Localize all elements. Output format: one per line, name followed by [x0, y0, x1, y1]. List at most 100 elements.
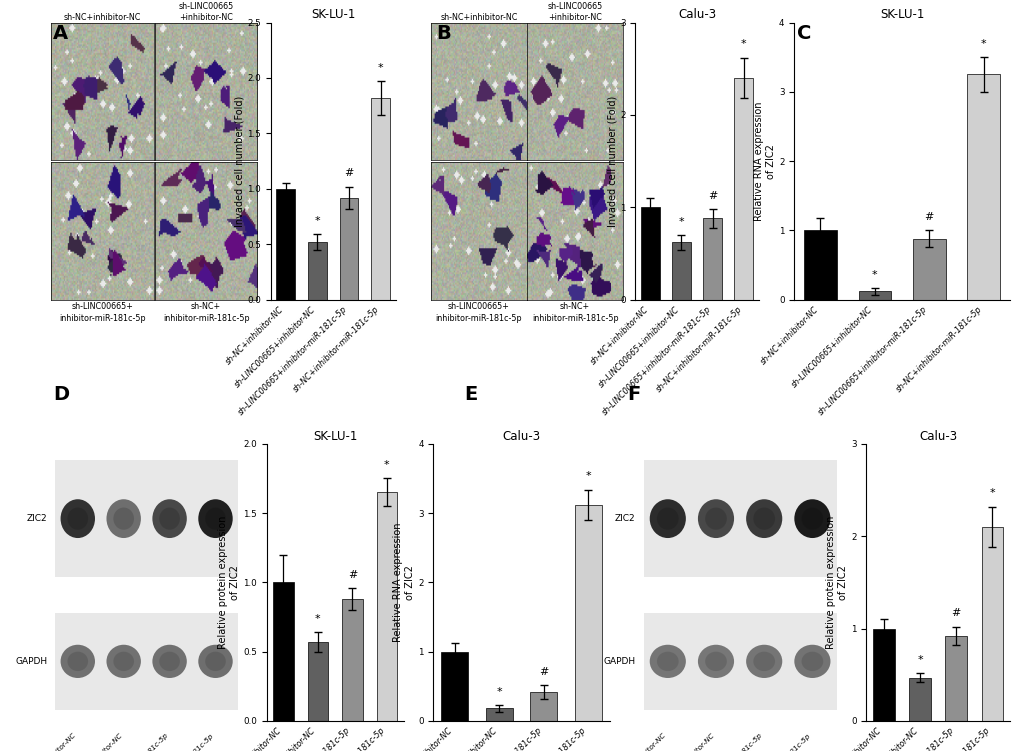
Ellipse shape: [152, 499, 186, 538]
Bar: [966, 74, 999, 300]
Ellipse shape: [649, 645, 685, 678]
Title: sh-LINC00665
+inhibitor-NC: sh-LINC00665 +inhibitor-NC: [547, 2, 602, 22]
Ellipse shape: [152, 645, 186, 678]
Title: sh-NC+inhibitor-NC: sh-NC+inhibitor-NC: [440, 13, 517, 22]
Title: SK-LU-1: SK-LU-1: [313, 430, 357, 442]
Ellipse shape: [106, 499, 141, 538]
Y-axis label: Invaded cell number (Fold): Invaded cell number (Fold): [606, 95, 616, 227]
Title: Calu-3: Calu-3: [502, 430, 540, 442]
Text: sh-NC+inhibitor-NC: sh-NC+inhibitor-NC: [613, 732, 667, 751]
Text: *: *: [678, 217, 684, 227]
Text: *: *: [377, 63, 383, 73]
Bar: [980, 527, 1003, 721]
Ellipse shape: [649, 499, 685, 538]
Text: #: #: [923, 212, 933, 222]
Text: *: *: [314, 216, 320, 226]
Ellipse shape: [801, 652, 822, 671]
Text: *: *: [496, 686, 501, 697]
Text: #: #: [951, 608, 960, 618]
Ellipse shape: [198, 499, 232, 538]
Ellipse shape: [67, 652, 88, 671]
Text: sh-NC+inhibitor-miR-181c-5p: sh-NC+inhibitor-miR-181c-5p: [136, 732, 215, 751]
Text: *: *: [740, 39, 746, 50]
Text: ZIC2: ZIC2: [614, 514, 635, 523]
Text: #: #: [344, 168, 354, 178]
Ellipse shape: [801, 508, 822, 529]
Text: sh-LINC00665+inhibitor-NC: sh-LINC00665+inhibitor-NC: [49, 732, 123, 751]
Bar: [575, 505, 601, 721]
Bar: [672, 243, 690, 300]
Text: sh-NC+inhibitor-miR-181c-5p: sh-NC+inhibitor-miR-181c-5p: [732, 732, 811, 751]
Ellipse shape: [794, 499, 829, 538]
Text: *: *: [988, 488, 995, 499]
Ellipse shape: [753, 508, 774, 529]
Text: *: *: [384, 460, 389, 470]
Bar: [912, 239, 945, 300]
Text: C: C: [796, 24, 810, 43]
Bar: [703, 219, 721, 300]
Text: *: *: [980, 39, 985, 49]
X-axis label: sh-NC+
inhibitor-miR-181c-5p: sh-NC+ inhibitor-miR-181c-5p: [163, 303, 249, 323]
Ellipse shape: [745, 645, 782, 678]
Ellipse shape: [67, 508, 88, 529]
Bar: [734, 78, 752, 300]
Y-axis label: Relative protein expression
of ZIC2: Relative protein expression of ZIC2: [825, 516, 848, 649]
Text: A: A: [53, 24, 68, 43]
Y-axis label: Relative RNA expression
of ZIC2: Relative RNA expression of ZIC2: [392, 523, 415, 642]
Ellipse shape: [704, 508, 727, 529]
Text: *: *: [871, 270, 876, 279]
Text: sh-LINC00665+inhibitor-miR-181c-5p: sh-LINC00665+inhibitor-miR-181c-5p: [69, 732, 169, 751]
FancyBboxPatch shape: [55, 613, 238, 710]
Ellipse shape: [753, 652, 774, 671]
Ellipse shape: [205, 652, 225, 671]
Text: GAPDH: GAPDH: [603, 657, 635, 666]
Title: SK-LU-1: SK-LU-1: [311, 8, 355, 21]
Ellipse shape: [60, 499, 95, 538]
Text: *: *: [916, 655, 922, 665]
Bar: [376, 493, 396, 721]
Bar: [945, 636, 966, 721]
Ellipse shape: [704, 652, 727, 671]
Text: sh-LINC00665+inhibitor-NC: sh-LINC00665+inhibitor-NC: [641, 732, 715, 751]
Bar: [308, 242, 326, 300]
Ellipse shape: [656, 508, 678, 529]
Bar: [371, 98, 389, 300]
Bar: [872, 629, 894, 721]
Bar: [341, 599, 363, 721]
Title: Calu-3: Calu-3: [918, 430, 956, 442]
Ellipse shape: [794, 645, 829, 678]
Ellipse shape: [697, 645, 734, 678]
Text: sh-NC+inhibitor-NC: sh-NC+inhibitor-NC: [23, 732, 77, 751]
Ellipse shape: [106, 645, 141, 678]
Ellipse shape: [113, 652, 133, 671]
Text: #: #: [707, 191, 716, 201]
Title: sh-NC+inhibitor-NC: sh-NC+inhibitor-NC: [63, 13, 141, 22]
FancyBboxPatch shape: [643, 460, 836, 577]
Bar: [273, 582, 293, 721]
Title: Calu-3: Calu-3: [678, 8, 715, 21]
Ellipse shape: [745, 499, 782, 538]
Ellipse shape: [60, 645, 95, 678]
Text: *: *: [585, 471, 591, 481]
Bar: [441, 652, 468, 721]
Bar: [339, 198, 358, 300]
Y-axis label: Relative RNA expression
of ZIC2: Relative RNA expression of ZIC2: [753, 101, 775, 221]
Text: D: D: [53, 385, 69, 403]
Ellipse shape: [159, 652, 179, 671]
Ellipse shape: [697, 499, 734, 538]
Bar: [276, 189, 296, 300]
Text: F: F: [627, 385, 640, 403]
X-axis label: sh-NC+
inhibitor-miR-181c-5p: sh-NC+ inhibitor-miR-181c-5p: [531, 303, 618, 323]
Bar: [908, 677, 930, 721]
Title: SK-LU-1: SK-LU-1: [879, 8, 923, 21]
Title: sh-LINC00665
+inhibitor-NC: sh-LINC00665 +inhibitor-NC: [178, 2, 233, 22]
Bar: [858, 291, 891, 300]
Ellipse shape: [159, 508, 179, 529]
Text: *: *: [315, 614, 320, 624]
Ellipse shape: [205, 508, 225, 529]
Text: ZIC2: ZIC2: [26, 514, 47, 523]
Bar: [530, 692, 556, 721]
Ellipse shape: [113, 508, 133, 529]
Y-axis label: Invaded cell number (Fold): Invaded cell number (Fold): [234, 95, 245, 227]
Ellipse shape: [656, 652, 678, 671]
